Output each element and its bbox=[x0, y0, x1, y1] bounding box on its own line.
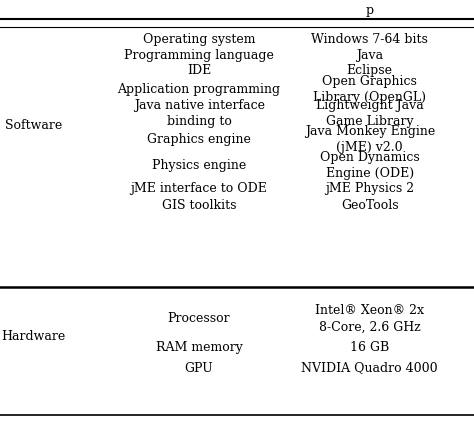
Text: 16 GB: 16 GB bbox=[350, 341, 389, 354]
Text: Java native interface
binding to: Java native interface binding to bbox=[134, 98, 264, 128]
Text: Software: Software bbox=[5, 119, 62, 132]
Text: Application programming: Application programming bbox=[118, 83, 281, 96]
Text: GIS toolkits: GIS toolkits bbox=[162, 199, 237, 212]
Text: p: p bbox=[365, 4, 374, 17]
Text: Physics engine: Physics engine bbox=[152, 159, 246, 172]
Text: Windows 7-64 bits: Windows 7-64 bits bbox=[311, 33, 428, 46]
Text: NVIDIA Quadro 4000: NVIDIA Quadro 4000 bbox=[301, 362, 438, 375]
Text: jME interface to ODE: jME interface to ODE bbox=[131, 182, 267, 195]
Text: GPU: GPU bbox=[185, 362, 213, 375]
Text: RAM memory: RAM memory bbox=[155, 341, 243, 354]
Text: Hardware: Hardware bbox=[1, 330, 65, 343]
Text: Java: Java bbox=[356, 49, 383, 62]
Text: jME Physics 2: jME Physics 2 bbox=[325, 182, 414, 195]
Text: Open Dynamics
Engine (ODE): Open Dynamics Engine (ODE) bbox=[320, 151, 419, 180]
Text: Intel® Xeon® 2x
8-Core, 2.6 GHz: Intel® Xeon® 2x 8-Core, 2.6 GHz bbox=[315, 304, 424, 334]
Text: IDE: IDE bbox=[187, 64, 211, 77]
Text: Eclipse: Eclipse bbox=[346, 64, 393, 77]
Text: Java Monkey Engine
(jME) v2.0: Java Monkey Engine (jME) v2.0 bbox=[305, 124, 435, 154]
Text: Operating system: Operating system bbox=[143, 33, 255, 46]
Text: Graphics engine: Graphics engine bbox=[147, 133, 251, 146]
Text: Lightweight Java
Game Library: Lightweight Java Game Library bbox=[316, 98, 424, 128]
Text: Open Graphics
Library (OpenGL): Open Graphics Library (OpenGL) bbox=[313, 75, 426, 104]
Text: GeoTools: GeoTools bbox=[341, 199, 399, 212]
Text: Programming language: Programming language bbox=[124, 49, 274, 62]
Text: Processor: Processor bbox=[168, 312, 230, 325]
